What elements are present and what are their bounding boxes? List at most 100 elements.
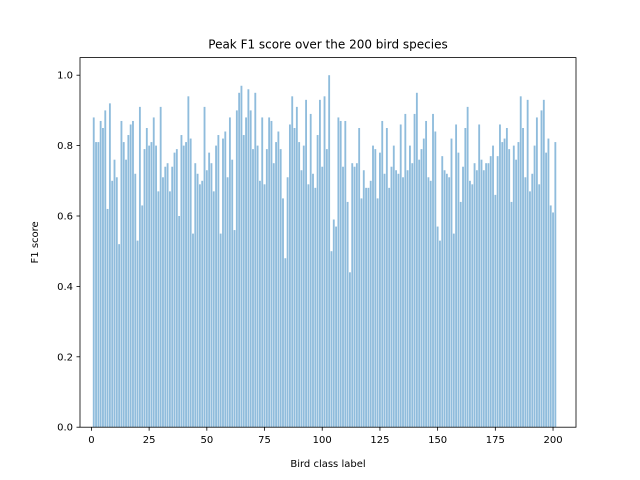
bar [97, 142, 100, 428]
bar [258, 180, 261, 428]
bar [233, 230, 236, 428]
bar [455, 124, 458, 428]
bar [496, 156, 499, 428]
bar [288, 124, 291, 428]
bar [286, 177, 289, 428]
bar [159, 106, 162, 428]
x-tick-label: 0 [88, 435, 94, 446]
bar [346, 201, 349, 428]
bar [443, 170, 446, 428]
bar [535, 117, 538, 428]
y-axis-ticks: 0.0 0.2 0.4 0.6 0.8 1.0 [57, 71, 80, 434]
bar [492, 145, 494, 428]
bar [515, 159, 518, 428]
bar [277, 131, 280, 428]
bar [162, 177, 164, 428]
bar [201, 180, 204, 428]
chart-title: Peak F1 score over the 200 bird species [208, 38, 447, 52]
bar [245, 117, 247, 428]
bar [406, 170, 409, 428]
bar [399, 124, 402, 428]
bar [379, 152, 381, 428]
bar [127, 135, 130, 428]
bar [254, 92, 257, 428]
bar [487, 163, 490, 428]
bar [92, 117, 95, 428]
x-tick-label: 100 [313, 435, 332, 446]
bar [362, 170, 365, 428]
bar [547, 138, 550, 428]
bar [192, 233, 194, 428]
bar [466, 106, 469, 428]
bar [106, 208, 109, 428]
bar [531, 173, 534, 428]
y-tick-label: 0.0 [57, 423, 73, 434]
bar [173, 152, 176, 428]
bar [475, 170, 478, 428]
x-axis-ticks: 0 25 50 75 100 125 150 175 200 [88, 427, 563, 446]
bar [545, 152, 548, 428]
bar [171, 166, 174, 428]
bar [189, 138, 192, 428]
bar [215, 145, 217, 428]
bar [185, 142, 187, 428]
bar [118, 244, 121, 428]
bar [210, 163, 213, 428]
bar [166, 163, 169, 428]
bar [499, 124, 501, 428]
bar [247, 89, 250, 428]
bar [104, 110, 107, 428]
x-tick-label: 50 [200, 435, 213, 446]
x-tick-label: 150 [428, 435, 447, 446]
bar [381, 120, 384, 428]
bar [203, 106, 206, 428]
bar [136, 240, 139, 428]
bar [282, 198, 284, 428]
bar [501, 142, 504, 428]
bar [374, 149, 377, 428]
bar [284, 258, 287, 428]
bar [235, 110, 238, 428]
y-tick-label: 0.8 [57, 141, 73, 152]
bar [473, 163, 476, 428]
bar [194, 163, 197, 428]
bar [402, 177, 404, 428]
bar [252, 149, 254, 428]
bar [148, 145, 151, 428]
bar [295, 106, 298, 428]
bar [392, 145, 395, 428]
bar [554, 142, 557, 428]
bar [404, 113, 407, 428]
bar [95, 142, 97, 428]
bar [224, 131, 227, 428]
bar [129, 124, 132, 428]
bar [175, 149, 178, 428]
bar [339, 120, 342, 428]
bar [275, 142, 277, 428]
bar [312, 173, 314, 428]
bar [187, 96, 190, 428]
bar [452, 233, 455, 428]
bar [413, 113, 416, 428]
bar [552, 212, 554, 428]
bars-group [92, 75, 557, 428]
bar [505, 128, 508, 428]
bar [319, 99, 321, 428]
bar [503, 138, 506, 428]
bar [420, 149, 423, 428]
bar [300, 170, 303, 428]
bar [305, 99, 307, 428]
y-axis-label: F1 score [30, 221, 41, 263]
bar [291, 96, 294, 428]
bar [459, 201, 462, 428]
bar [316, 135, 319, 428]
bar [409, 145, 411, 428]
bar [102, 128, 104, 428]
plot-area-frame [79, 57, 577, 428]
bar [376, 198, 379, 428]
bar [365, 187, 368, 428]
bar [164, 166, 167, 428]
bar [143, 149, 146, 428]
bar [138, 106, 141, 428]
